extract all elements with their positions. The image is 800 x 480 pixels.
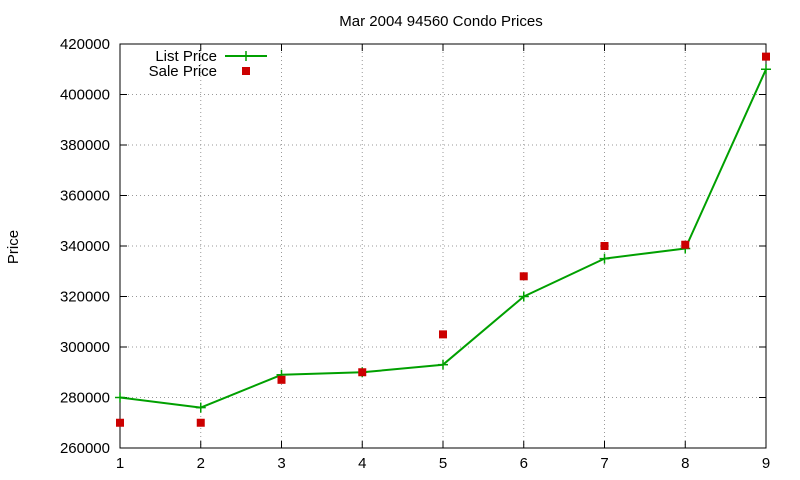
x-tick-label: 7 (600, 455, 608, 472)
point-sale-price (277, 375, 286, 384)
point-list-price (599, 253, 610, 264)
x-tick-label: 6 (520, 455, 528, 472)
point-sale-price (681, 240, 690, 249)
y-tick-label: 300000 (60, 339, 110, 356)
x-tick-label: 4 (358, 455, 366, 472)
y-tick-label: 420000 (60, 36, 110, 53)
x-tick-label: 3 (277, 455, 285, 472)
legend-label-list-price: List Price (155, 48, 217, 65)
x-tick-label: 2 (197, 455, 205, 472)
x-tick-label: 9 (762, 455, 770, 472)
point-list-price (115, 392, 125, 403)
legend-marker-list-price (241, 51, 251, 61)
y-tick-label: 400000 (60, 87, 110, 104)
point-list-price (438, 359, 448, 370)
point-sale-price (358, 368, 367, 377)
point-list-price (195, 402, 206, 413)
chart-title: Mar 2004 94560 Condo Prices (339, 13, 542, 30)
point-list-price (518, 291, 529, 302)
point-sale-price (116, 418, 124, 427)
point-list-price (761, 64, 771, 75)
y-tick-label: 380000 (60, 137, 110, 154)
legend-marker-sale-price (242, 67, 250, 75)
y-axis-label: Price (5, 230, 22, 264)
grid (120, 44, 766, 448)
x-tick-label: 1 (116, 455, 124, 472)
point-sale-price (519, 272, 528, 281)
axis-ticks: 1 2 3 4 5 6 7 8 9 260000 280000 300000 320000 340000 3… (60, 36, 770, 472)
y-tick-label: 260000 (60, 440, 110, 457)
legend: List Price Sale Price (149, 48, 267, 80)
point-sale-price (600, 242, 609, 250)
point-sale-price (762, 52, 770, 61)
point-sale-price (196, 418, 205, 427)
x-tick-label: 8 (681, 455, 689, 472)
x-tick-label: 5 (439, 455, 447, 472)
y-tick-label: 360000 (60, 188, 110, 205)
legend-label-sale-price: Sale Price (149, 63, 217, 80)
point-sale-price (439, 330, 447, 339)
y-tick-label: 280000 (60, 390, 110, 407)
y-tick-label: 320000 (60, 289, 110, 306)
y-tick-label: 340000 (60, 238, 110, 255)
series-layer (115, 52, 771, 427)
